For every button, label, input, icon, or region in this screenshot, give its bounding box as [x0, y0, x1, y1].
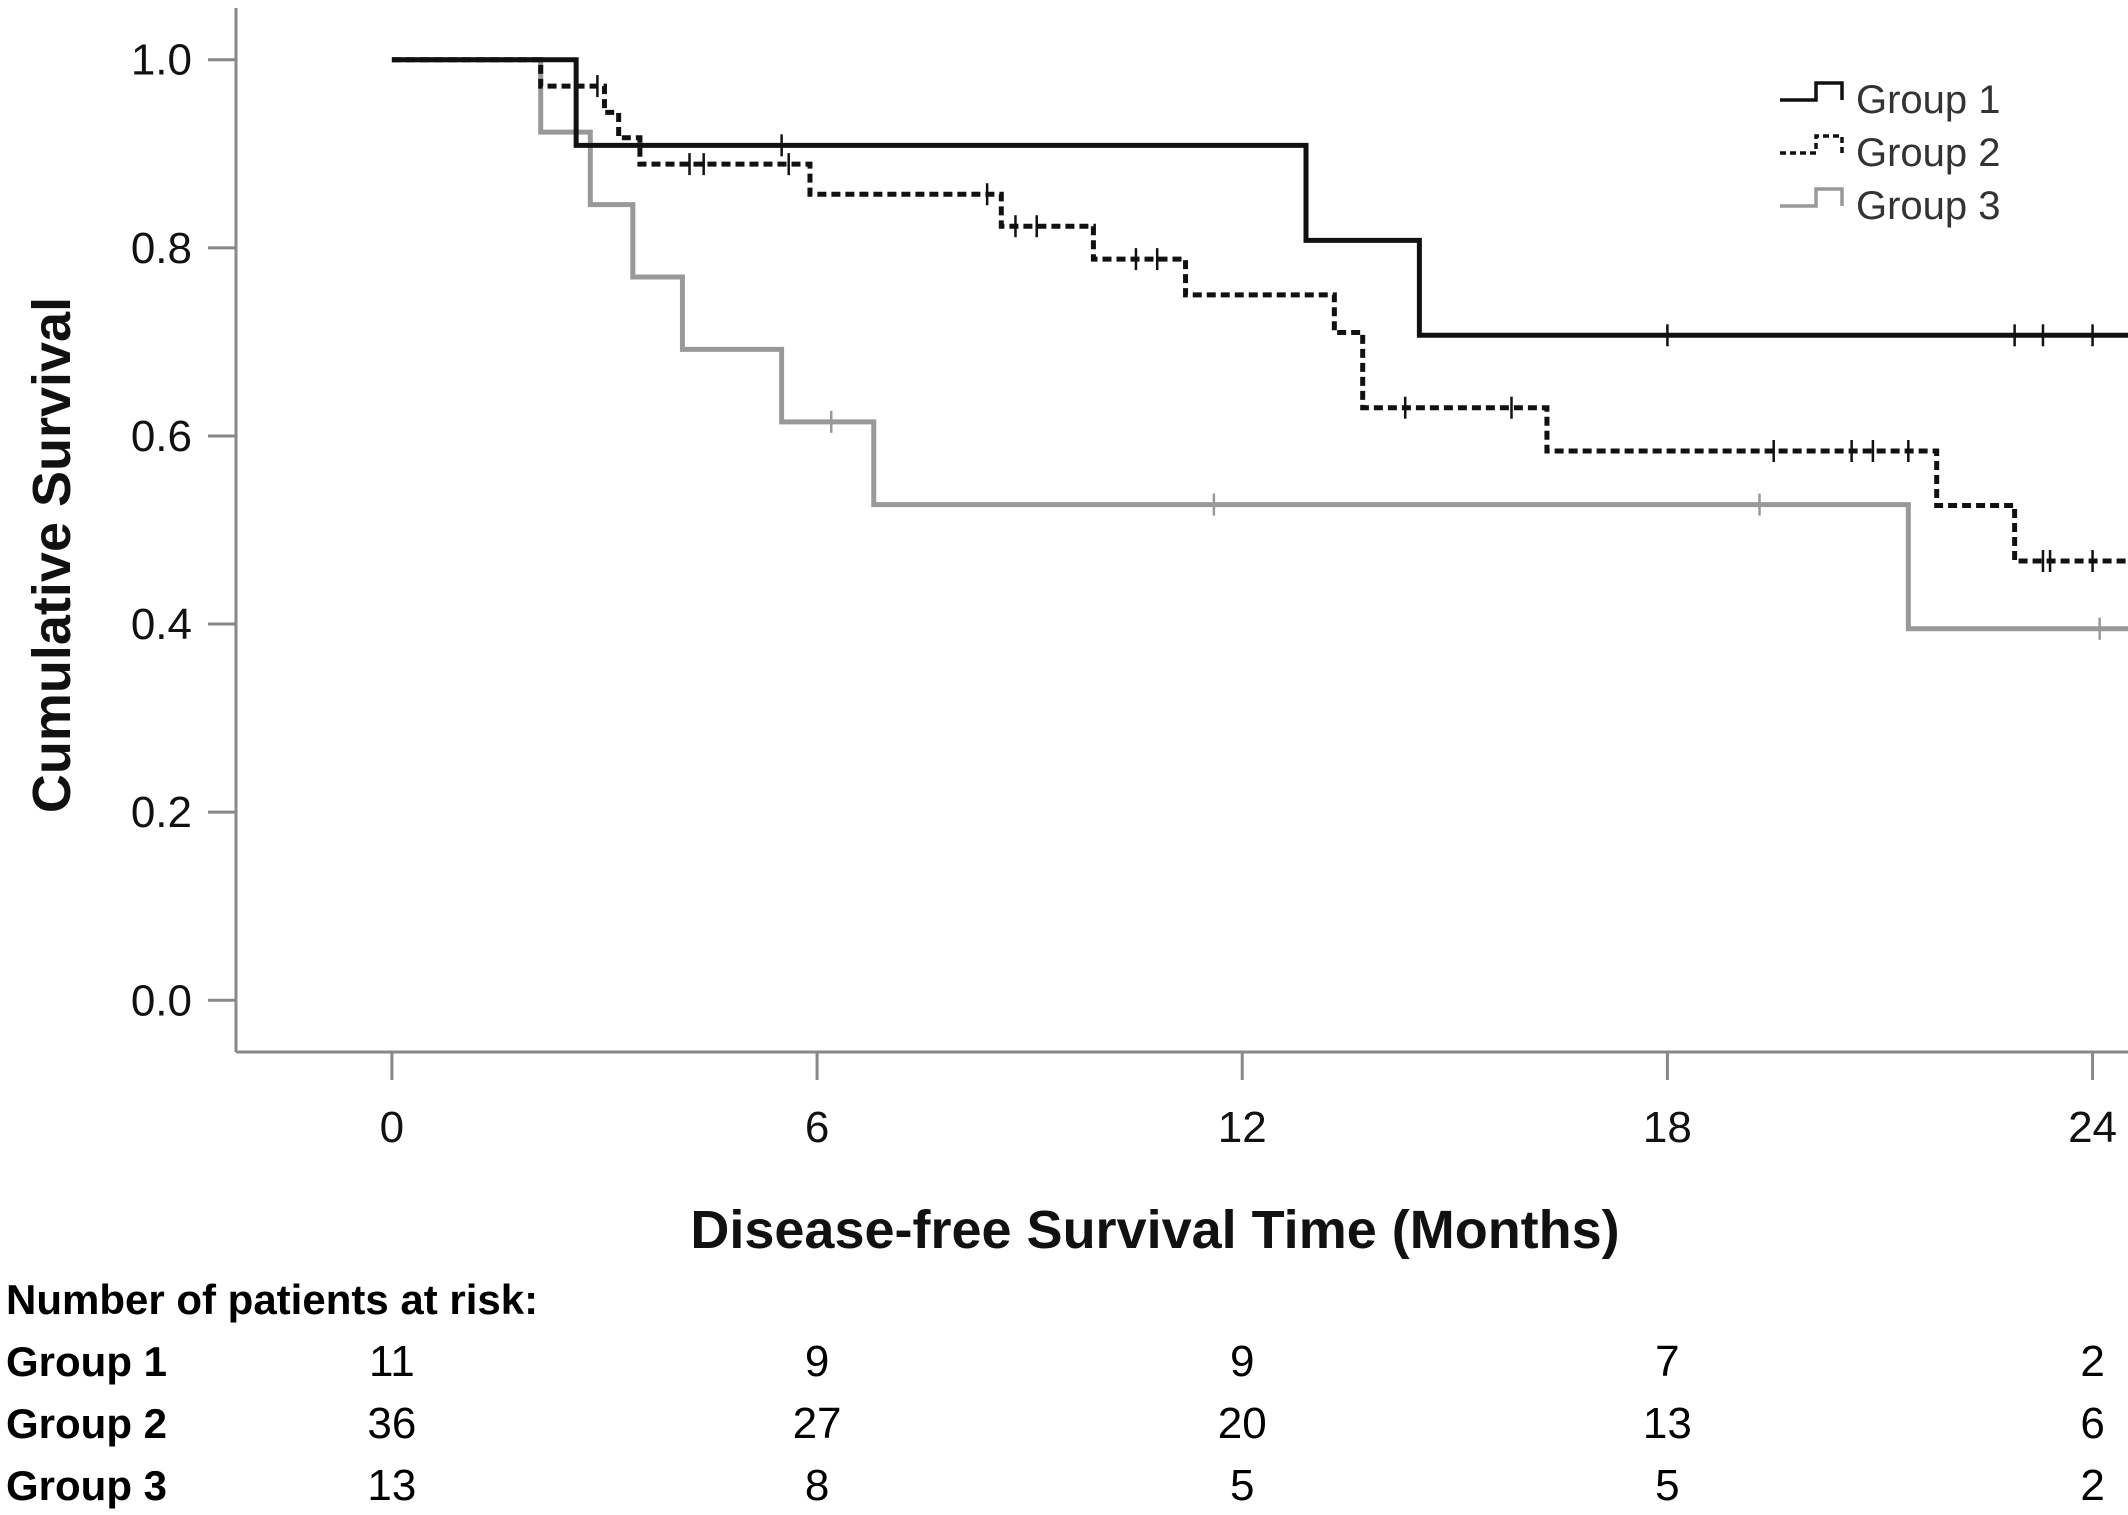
y-tick-label: 0.8: [131, 224, 192, 273]
x-tick-label: 24: [2068, 1103, 2117, 1152]
x-tick-label: 12: [1218, 1103, 1267, 1152]
legend-swatch-group-1: [1780, 81, 1844, 102]
series-layer: [391, 57, 2128, 640]
group-3-series: [391, 57, 2128, 640]
risk-row-label: Group 2: [6, 1400, 167, 1447]
group-2-series: [391, 57, 2128, 573]
x-tick-label: 0: [380, 1103, 404, 1152]
group-1-curve: [391, 57, 2128, 338]
risk-value: 2: [2080, 1461, 2104, 1510]
y-tick-label: 0.4: [131, 600, 192, 649]
risk-value: 20: [1218, 1399, 1267, 1448]
risk-value: 5: [1230, 1461, 1254, 1510]
risk-value: 2: [2080, 1337, 2104, 1386]
y-tick-label: 0.2: [131, 788, 192, 837]
x-axis-title: Disease-free Survival Time (Months): [690, 1200, 1619, 1260]
y-tick-label: 1.0: [131, 36, 192, 85]
risk-value: 9: [805, 1337, 829, 1386]
legend: Group 1 Group 2 Group 3: [1780, 78, 2001, 228]
group-1-series: [391, 57, 2128, 347]
risk-table: Number of patients at risk: Group 1 11 9 9 7…: [6, 1276, 2105, 1510]
x-ticks: 0 6 12 18 24: [380, 1052, 2117, 1152]
legend-label-group-3: Group 3: [1856, 184, 2001, 228]
risk-value: 6: [2080, 1399, 2104, 1448]
risk-value: 8: [805, 1461, 829, 1510]
risk-value: 36: [367, 1399, 416, 1448]
group-3-curve: [391, 57, 2128, 632]
risk-value: 9: [1230, 1337, 1254, 1386]
x-tick-label: 18: [1643, 1103, 1692, 1152]
risk-value: 11: [369, 1337, 415, 1386]
legend-swatch-group-3: [1780, 187, 1844, 208]
risk-row-label: Group 1: [6, 1338, 167, 1385]
legend-swatch-group-2: [1780, 134, 1844, 155]
y-tick-label: 0.0: [131, 976, 192, 1025]
legend-label-group-2: Group 2: [1856, 131, 2001, 175]
risk-value: 5: [1655, 1461, 1679, 1510]
x-tick-label: 6: [805, 1103, 829, 1152]
y-ticks: 0.0 0.2 0.4 0.6 0.8 1.0: [131, 36, 236, 1025]
legend-label-group-1: Group 1: [1856, 78, 2001, 122]
y-tick-label: 0.6: [131, 412, 192, 461]
axes: [234, 8, 2128, 1054]
risk-value: 7: [1655, 1337, 1679, 1386]
risk-value: 27: [793, 1399, 842, 1448]
group-2-curve: [391, 57, 2128, 564]
risk-value: 13: [1643, 1399, 1692, 1448]
risk-row-label: Group 3: [6, 1462, 167, 1509]
y-axis-title: Cumulative Survival: [22, 297, 82, 813]
risk-value: 13: [367, 1461, 416, 1510]
risk-table-header: Number of patients at risk:: [6, 1276, 538, 1323]
